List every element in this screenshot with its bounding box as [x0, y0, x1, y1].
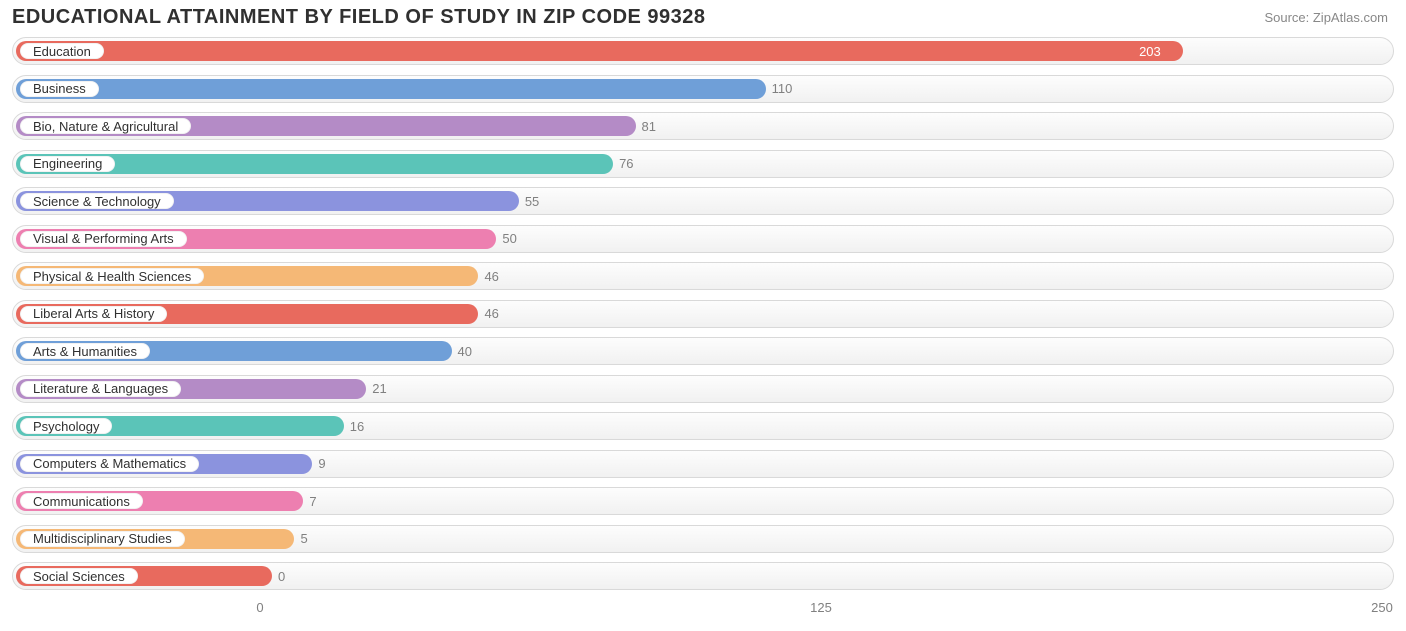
bar-label: Literature & Languages — [33, 381, 168, 396]
bar-row: Physical & Health Sciences 46 — [12, 260, 1394, 292]
bar-value: 7 — [309, 493, 316, 509]
bar-label: Social Sciences — [33, 569, 125, 584]
bar-label-pill: Science & Technology — [20, 193, 174, 209]
bar-label-pill: Education — [20, 43, 104, 59]
bar-label: Business — [33, 81, 86, 96]
bar-label: Computers & Mathematics — [33, 456, 186, 471]
chart-area: Education 203 Business 110 Bio, Nature & Agr… — [0, 31, 1406, 592]
bar-label-pill: Engineering — [20, 156, 115, 172]
bar-value: 46 — [484, 306, 498, 322]
chart-title: EDUCATIONAL ATTAINMENT BY FIELD OF STUDY… — [12, 6, 706, 29]
bar-row: Computers & Mathematics 9 — [12, 448, 1394, 480]
bar-row: Bio, Nature & Agricultural 81 — [12, 110, 1394, 142]
bar-label-pill: Business — [20, 81, 99, 97]
bar-label-pill: Multidisciplinary Studies — [20, 531, 185, 547]
bar-label-pill: Bio, Nature & Agricultural — [20, 118, 191, 134]
bar-value: 0 — [278, 568, 285, 584]
bar-value: 76 — [619, 156, 633, 172]
bar-label: Bio, Nature & Agricultural — [33, 119, 178, 134]
bar-label-pill: Visual & Performing Arts — [20, 231, 187, 247]
bar-label-pill: Computers & Mathematics — [20, 456, 199, 472]
bar-value: 110 — [772, 81, 793, 97]
bar-row: Psychology 16 — [12, 410, 1394, 442]
bar-value: 5 — [300, 531, 307, 547]
bar-value: 46 — [484, 268, 498, 284]
bar-label: Science & Technology — [33, 194, 161, 209]
bar-fill — [16, 41, 1183, 61]
axis-tick: 0 — [256, 600, 263, 615]
x-axis: 0 125 250 — [12, 598, 1394, 622]
bar-value: 16 — [350, 418, 364, 434]
axis-tick: 250 — [1371, 600, 1393, 615]
bar-label-pill: Physical & Health Sciences — [20, 268, 204, 284]
bar-label: Physical & Health Sciences — [33, 269, 191, 284]
bar-label-pill: Social Sciences — [20, 568, 138, 584]
bar-row: Communications 7 — [12, 485, 1394, 517]
bar-value: 55 — [525, 193, 539, 209]
axis-tick: 125 — [810, 600, 832, 615]
bar-label-pill: Literature & Languages — [20, 381, 181, 397]
bar-value: 50 — [502, 231, 516, 247]
bar-value: 9 — [318, 456, 325, 472]
bar-label-pill: Liberal Arts & History — [20, 306, 167, 322]
bar-label: Psychology — [33, 419, 99, 434]
bar-label: Visual & Performing Arts — [33, 231, 174, 246]
bar-label: Arts & Humanities — [33, 344, 137, 359]
bar-value: 21 — [372, 381, 386, 397]
chart-source: Source: ZipAtlas.com — [1264, 6, 1388, 25]
bar-label: Communications — [33, 494, 130, 509]
bar-label-pill: Arts & Humanities — [20, 343, 150, 359]
bar-row: Arts & Humanities 40 — [12, 335, 1394, 367]
chart-header: EDUCATIONAL ATTAINMENT BY FIELD OF STUDY… — [0, 0, 1406, 31]
bar-value: 40 — [458, 343, 472, 359]
bar-label: Education — [33, 44, 91, 59]
bar-row: Social Sciences 0 — [12, 560, 1394, 592]
bar-row: Education 203 — [12, 35, 1394, 67]
bar-label: Liberal Arts & History — [33, 306, 154, 321]
bar-row: Multidisciplinary Studies 5 — [12, 523, 1394, 555]
bar-label: Multidisciplinary Studies — [33, 531, 172, 546]
bar-label-pill: Communications — [20, 493, 143, 509]
bar-fill — [16, 79, 766, 99]
bar-row: Visual & Performing Arts 50 — [12, 223, 1394, 255]
bar-row: Science & Technology 55 — [12, 185, 1394, 217]
bar-value: 203 — [1139, 43, 1161, 59]
bar-label: Engineering — [33, 156, 102, 171]
bar-row: Liberal Arts & History 46 — [12, 298, 1394, 330]
bar-row: Literature & Languages 21 — [12, 373, 1394, 405]
bar-value: 81 — [642, 118, 656, 134]
bar-label-pill: Psychology — [20, 418, 112, 434]
bar-row: Engineering 76 — [12, 148, 1394, 180]
bar-row: Business 110 — [12, 73, 1394, 105]
